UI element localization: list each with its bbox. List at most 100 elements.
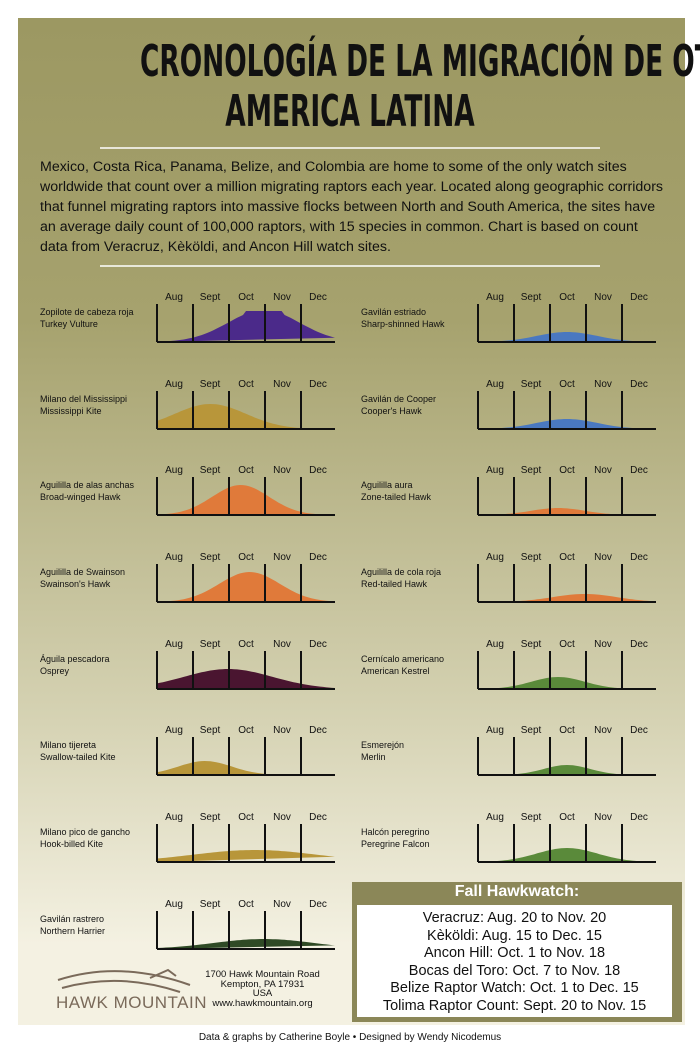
- migration-curve: [157, 485, 335, 515]
- species-spanish: Gavilán rastrero: [40, 914, 105, 924]
- species-english: Swallow-tailed Kite: [40, 752, 116, 762]
- migration-curve: [478, 594, 656, 602]
- species-english: Mississippi Kite: [40, 406, 102, 416]
- month-label: Dec: [630, 639, 648, 650]
- species-spanish: Zopilote de cabeza roja: [40, 307, 134, 317]
- month-label: Oct: [559, 812, 575, 823]
- migration-curve: [478, 332, 656, 342]
- species-english: Sharp-shinned Hawk: [361, 319, 445, 329]
- species-spanish: Halcón peregrino: [361, 827, 430, 837]
- footer: Data & graphs by Catherine Boyle • Desig…: [198, 1032, 502, 1043]
- month-label: Sept: [199, 639, 221, 650]
- month-label: Oct: [238, 292, 254, 303]
- month-label: Dec: [630, 725, 648, 736]
- month-label: Sept: [199, 812, 221, 823]
- month-label: Nov: [273, 812, 291, 823]
- month-label: Dec: [630, 552, 648, 563]
- migration-curve: [157, 572, 335, 602]
- title: AMERICA LATINA: [225, 86, 475, 137]
- intro: Mexico, Costa Rica, Panama, Belize, and …: [40, 159, 664, 255]
- month-label: Oct: [559, 639, 575, 650]
- month-label: Aug: [486, 812, 504, 823]
- hawkwatch-site: Tolima Raptor Count: Sept. 20 to Nov. 15: [382, 997, 647, 1014]
- month-label: Sept: [520, 812, 542, 823]
- month-label: Nov: [273, 465, 291, 476]
- migration-curve: [157, 311, 335, 342]
- month-label: Aug: [486, 292, 504, 303]
- month-label: Nov: [273, 552, 291, 563]
- species-english: Swainson's Hawk: [40, 579, 111, 589]
- species-spanish: Aguililla de alas anchas: [40, 480, 135, 490]
- month-label: Sept: [520, 465, 542, 476]
- month-label: Oct: [559, 552, 575, 563]
- address-line: Kempton, PA 17931: [220, 978, 305, 990]
- migration-curve: [157, 404, 335, 429]
- month-label: Dec: [630, 379, 648, 390]
- month-label: Dec: [309, 725, 327, 736]
- month-label: Aug: [486, 465, 504, 476]
- species-spanish: Gavilán estriado: [361, 307, 427, 317]
- species-spanish: Aguililla de Swainson: [40, 567, 126, 577]
- month-label: Dec: [309, 899, 327, 910]
- month-label: Nov: [594, 812, 612, 823]
- migration-curve: [157, 850, 335, 862]
- month-label: Dec: [309, 292, 327, 303]
- species-english: Hook-billed Kite: [40, 839, 104, 849]
- address-line: www.hawkmountain.org: [212, 997, 313, 1009]
- species-english: Merlin: [361, 752, 386, 762]
- month-label: Dec: [309, 379, 327, 390]
- species-english: Red-tailed Hawk: [361, 579, 428, 589]
- month-label: Oct: [559, 379, 575, 390]
- month-label: Oct: [238, 725, 254, 736]
- month-label: Aug: [165, 899, 183, 910]
- address-line: 1700 Hawk Mountain Road: [205, 969, 320, 980]
- month-label: Nov: [273, 292, 291, 303]
- species-spanish: Gavilán de Cooper: [361, 394, 437, 404]
- month-label: Sept: [199, 725, 221, 736]
- month-label: Oct: [559, 725, 575, 736]
- month-label: Nov: [273, 379, 291, 390]
- month-label: Nov: [273, 899, 291, 910]
- month-label: Nov: [594, 639, 612, 650]
- species-spanish: Águila pescadora: [40, 654, 110, 664]
- month-label: Aug: [165, 292, 183, 303]
- month-label: Aug: [165, 812, 183, 823]
- migration-curve: [157, 939, 335, 949]
- species-english: Peregrine Falcon: [361, 839, 430, 849]
- month-label: Nov: [594, 552, 612, 563]
- migration-curve: [478, 419, 656, 429]
- month-label: Sept: [199, 379, 221, 390]
- migration-curve: [478, 508, 656, 515]
- month-label: Aug: [486, 379, 504, 390]
- month-label: Sept: [520, 552, 542, 563]
- hawkwatch-title: Fall Hawkwatch:: [454, 883, 580, 900]
- month-label: Nov: [273, 639, 291, 650]
- species-english: Broad-winged Hawk: [40, 492, 121, 502]
- species-english: Zone-tailed Hawk: [361, 492, 432, 502]
- species-spanish: Milano tijereta: [40, 740, 97, 750]
- month-label: Dec: [630, 465, 648, 476]
- title: CRONOLOGÍA DE LA MIGRACIÓN DE OTOÑO EN: [139, 36, 700, 87]
- month-label: Aug: [165, 379, 183, 390]
- species-english: Cooper's Hawk: [361, 406, 422, 416]
- species-spanish: Aguililla de cola roja: [361, 567, 442, 577]
- month-label: Dec: [630, 812, 648, 823]
- species-english: Northern Harrier: [40, 926, 106, 936]
- month-label: Nov: [594, 379, 612, 390]
- month-label: Oct: [559, 292, 575, 303]
- month-label: Oct: [238, 552, 254, 563]
- month-label: Dec: [309, 465, 327, 476]
- month-label: Aug: [165, 465, 183, 476]
- month-label: Dec: [309, 552, 327, 563]
- address-line: USA: [252, 988, 273, 999]
- month-label: Oct: [238, 379, 254, 390]
- hawkwatch-site: Bocas del Toro: Oct. 7 to Nov. 18: [408, 962, 621, 979]
- month-label: Oct: [238, 639, 254, 650]
- hawkwatch-site: Belize Raptor Watch: Oct. 1 to Dec. 15: [390, 980, 639, 996]
- species-spanish: Esmerejón: [361, 740, 405, 750]
- month-label: Aug: [165, 552, 183, 563]
- migration-curve: [157, 669, 335, 689]
- month-label: Oct: [559, 465, 575, 476]
